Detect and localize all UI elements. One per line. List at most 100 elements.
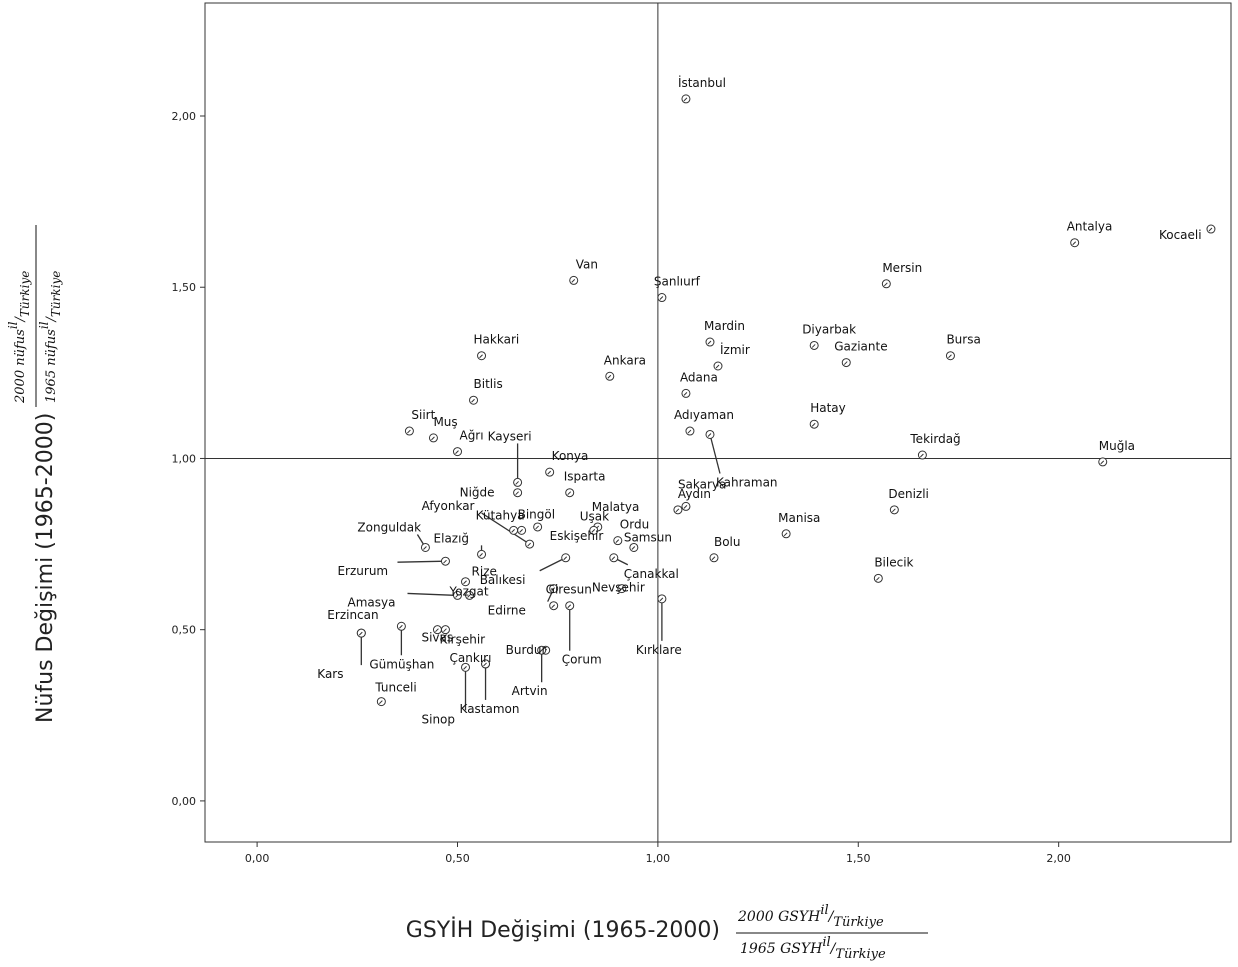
point-label-bilecik: Bilecik	[874, 555, 913, 569]
point-label-izmir: İzmir	[720, 342, 750, 357]
point-mark-artvin	[539, 648, 544, 653]
data-points	[356, 94, 1216, 707]
point-label-ankara: Ankara	[604, 353, 646, 367]
point-mark-van	[571, 279, 576, 283]
point-label-malatya: Malatya	[592, 500, 640, 514]
x-tick-label: 2,00	[1046, 852, 1071, 865]
leader-line-kahraman	[709, 434, 721, 474]
y-formula-den-sub: Türkiye	[49, 271, 63, 317]
point-label-bolu: Bolu	[714, 535, 741, 549]
point-mark-kahraman	[707, 433, 712, 437]
point-label-artvin: Artvin	[512, 684, 548, 698]
point-label-kutahya: Kütahya	[476, 508, 525, 522]
point-label-bingol: Bingöl	[518, 507, 555, 521]
point-label-kayseri: Kayseri	[488, 429, 532, 443]
y-formula-num-sup: il	[6, 321, 20, 329]
y-tick-label: 1,50	[172, 281, 197, 294]
y-tick-label: 2,00	[172, 110, 197, 123]
leader-line-amasya	[407, 592, 458, 597]
point-label-kahraman: Kahraman	[716, 475, 778, 489]
point-mark-gaziante	[843, 361, 848, 365]
point-mark-sinop	[463, 665, 467, 670]
y-axis-ticks: 0,00 0,50 1,00 1,50 2,00	[172, 110, 205, 808]
point-label-adana: Adana	[680, 370, 718, 384]
point-mark-amasya	[455, 594, 459, 598]
leader-line-erzurum	[397, 560, 446, 563]
point-label-gumushan: Gümüşhan	[369, 657, 434, 671]
point-labels: İstanbul Kocaeli Antalya Van Mersin Şanlıurf M…	[317, 75, 1201, 726]
y-formula-num-sub: Türkiye	[18, 271, 32, 317]
point-label-yozgat: Yozgat	[449, 585, 489, 599]
leader-line-afyonkar	[481, 512, 530, 545]
point-mark-ankara	[607, 374, 612, 379]
point-mark-mardin	[707, 340, 712, 345]
svg-text:2000 nüfusil/Türkiye: 2000 nüfusil/Türkiye	[6, 271, 32, 404]
point-label-canakkal: Çanakkal	[624, 567, 679, 581]
x-formula-num-sup: il	[820, 903, 828, 918]
point-mark-bitlis	[471, 398, 475, 403]
svg-text:1965 GSYHil/Türkiye: 1965 GSYHil/Türkiye	[740, 935, 886, 962]
point-label-tunceli: Tunceli	[374, 681, 416, 695]
point-mark-bingol	[519, 529, 523, 533]
point-mark-sakarya	[683, 505, 688, 509]
y-tick-label: 0,50	[172, 624, 197, 637]
x-formula-den-var: GSYH	[780, 941, 823, 957]
point-mark-afyonkar	[527, 542, 531, 547]
point-mark-antalya	[1072, 241, 1077, 246]
y-formula-den-sup: il	[37, 321, 51, 329]
y-formula-den-var: nüfus	[44, 329, 59, 366]
point-label-diyarbak: Diyarbak	[802, 322, 856, 336]
point-label-agri: Ağrı	[459, 429, 483, 443]
point-mark-kars	[358, 631, 363, 636]
x-axis-title: GSYİH Değişimi (1965-2000)	[406, 917, 720, 943]
point-mark-sanliurf	[659, 296, 664, 300]
point-label-ordu: Ordu	[620, 518, 649, 532]
point-label-kirklare: Kırklare	[636, 643, 682, 657]
point-mark-kastamon	[483, 662, 487, 667]
point-mark-bursa	[948, 354, 952, 359]
point-label-cankiri: Çankırı	[450, 651, 492, 665]
point-mark-nevsehir	[619, 587, 624, 591]
point-label-corum: Çorum	[562, 653, 602, 667]
point-label-samsun: Samsun	[624, 530, 672, 544]
point-label-giresun: Giresun	[546, 583, 592, 597]
point-label-mus: Muş	[433, 415, 457, 429]
point-mark-izmir	[715, 364, 720, 369]
point-mark-aydin	[675, 508, 680, 513]
point-label-sivas: Sivas	[421, 631, 453, 645]
y-formula-num-var: nüfus	[13, 329, 28, 366]
point-label-istanbul: İstanbul	[678, 75, 726, 90]
point-mark-gumushan	[399, 624, 403, 629]
point-mark-bolu	[711, 556, 716, 561]
point-label-balikesi: Balıkesi	[480, 573, 526, 587]
point-label-gaziante: Gaziante	[834, 340, 887, 354]
point-label-tekirdag: Tekirdağ	[909, 432, 960, 446]
point-label-isparta: Isparta	[564, 470, 606, 484]
point-label-kirsehir: Kırşehir	[439, 633, 485, 647]
point-mark-elazig	[479, 552, 483, 557]
point-mark-canakkal	[611, 556, 616, 561]
point-mark-bilecik	[875, 576, 880, 581]
point-mark-hatay	[811, 422, 816, 427]
point-label-usak: Uşak	[580, 509, 609, 523]
x-axis-ticks: 0,00 0,50 1,00 1,50 2,00	[245, 842, 1071, 865]
point-label-burdur: Burdur	[506, 643, 547, 657]
y-axis-formula: 2000 nüfusil/Türkiye 1965 nüfusil/Türkiy…	[6, 225, 63, 407]
point-label-edirne: Edirne	[488, 604, 526, 618]
x-formula-den-sup: il	[822, 935, 830, 950]
point-label-sakarya: Sakarya	[678, 477, 726, 491]
point-mark-corum	[567, 604, 572, 609]
x-tick-label: 1,50	[846, 852, 871, 865]
point-label-manisa: Manisa	[778, 511, 820, 525]
point-mark-ordu	[615, 539, 620, 543]
point-mark-mugla	[1100, 460, 1105, 465]
point-mark-kocaeli	[1208, 227, 1213, 232]
point-label-rize: Rize	[472, 564, 497, 578]
x-tick-label: 0,00	[245, 852, 270, 865]
point-label-konya: Konya	[552, 449, 589, 463]
point-label-erzincan: Erzincan	[327, 608, 378, 622]
leader-line-balikesi	[539, 557, 566, 572]
x-formula-den-prefix: 1965	[740, 941, 780, 957]
point-mark-isparta	[567, 491, 572, 496]
point-label-bursa: Bursa	[946, 333, 980, 347]
